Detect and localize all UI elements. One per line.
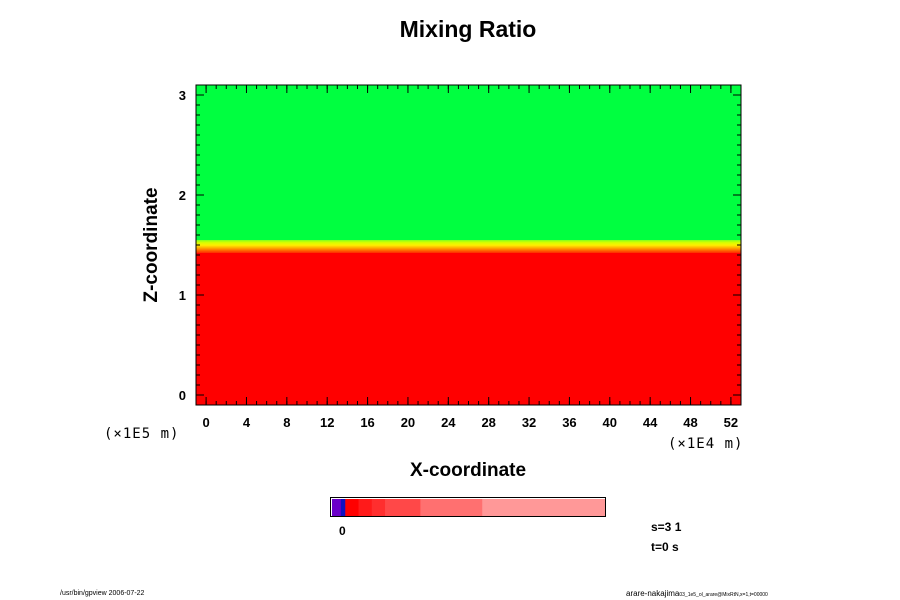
colorbar-segment	[482, 499, 605, 516]
y-tick-label: 3	[179, 88, 186, 103]
lower-region	[196, 253, 741, 405]
x-tick-label: 20	[401, 415, 415, 430]
y-tick-label: 1	[179, 288, 186, 303]
colorbar-tick-label: 0	[339, 524, 346, 538]
transition-band	[196, 240, 741, 253]
x-tick-label: 40	[603, 415, 617, 430]
colorbar-segment	[332, 499, 342, 516]
colorbar	[330, 497, 606, 517]
colorbar-segment	[420, 499, 483, 516]
x-tick-label: 36	[562, 415, 576, 430]
tick-layer	[195, 85, 742, 406]
colorbar-segment	[371, 499, 386, 516]
y-scale-note: (×1E5 m)	[104, 426, 180, 442]
field-layer	[196, 85, 741, 405]
chart-title: Mixing Ratio	[399, 16, 537, 42]
colorbar-segment	[345, 499, 360, 516]
x-tick-label: 12	[320, 415, 334, 430]
footer-right-small: 03_1e5_ol_arare@MixRtN,x=1,t=00000	[679, 592, 768, 598]
y-tick-label: 0	[179, 388, 186, 403]
x-tick-label: 0	[202, 415, 209, 430]
colorbar-segment	[385, 499, 421, 516]
x-tick-label: 32	[522, 415, 536, 430]
y-tick-label: 2	[179, 188, 186, 203]
x-axis-label: X-coordinate	[409, 460, 527, 481]
x-tick-label: 24	[441, 415, 456, 430]
footer-right-main: arare-nakajima	[626, 589, 680, 598]
footer-right: arare-nakajima03_1e5_ol_arare@MixRtN,x=1…	[626, 589, 768, 598]
y-axis-label: Z-coordinate	[141, 187, 162, 303]
upper-region	[196, 85, 741, 240]
x-tick-label: 44	[643, 415, 658, 430]
info-time-label: t=0 s	[651, 540, 679, 554]
x-tick-label: 8	[283, 415, 290, 430]
x-tick-label: 52	[724, 415, 738, 430]
footer-left: /usr/bin/gpview 2006-07-22	[60, 590, 145, 597]
info-s-label: s=3 1	[651, 520, 682, 534]
x-tick-label: 16	[360, 415, 374, 430]
x-scale-note: (×1E4 m)	[668, 436, 744, 452]
x-tick-label: 4	[243, 415, 251, 430]
x-tick-label: 28	[481, 415, 495, 430]
x-tick-label: 48	[683, 415, 697, 430]
colorbar-segment	[358, 499, 373, 516]
colorbar-segment	[340, 499, 346, 516]
